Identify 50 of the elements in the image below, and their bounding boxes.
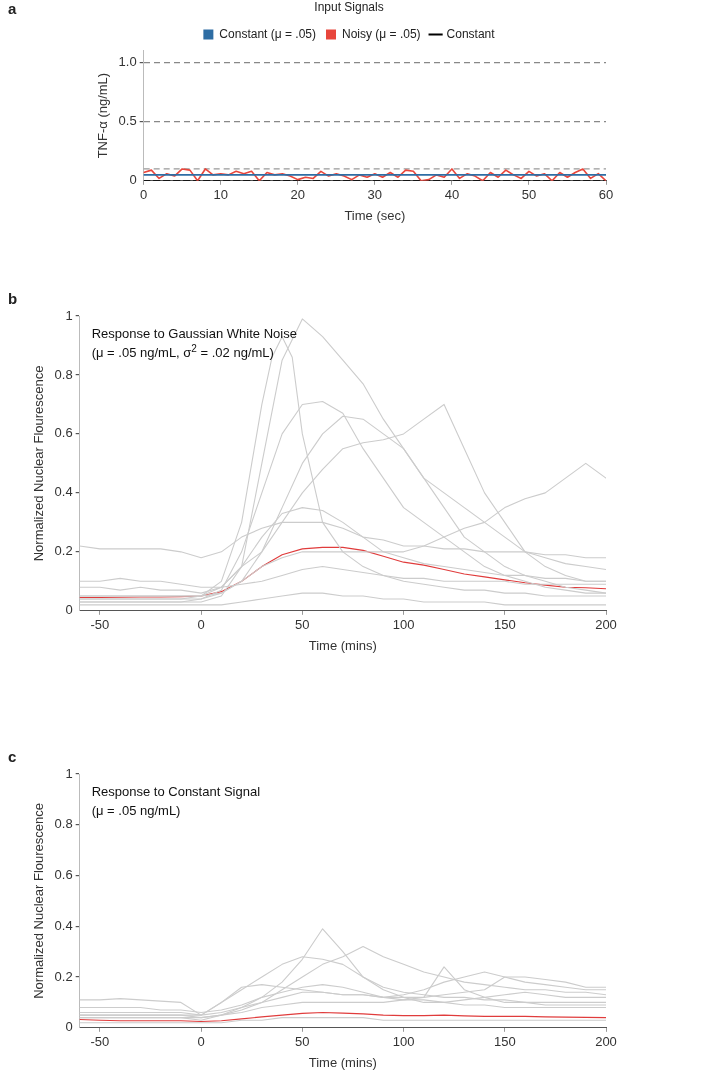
y-tick-label: 0.6 [54, 425, 73, 441]
y-tick-label: 0 [129, 172, 137, 188]
text: a [8, 0, 17, 17]
x-tick-label: 0 [197, 617, 205, 633]
y-tick-label: 0.8 [54, 366, 73, 382]
x-tick-label: 200 [595, 1034, 617, 1050]
annotation: Response to Constant Signal [91, 784, 261, 799]
y-axis-title: TNF-α (ng/mL) [95, 72, 111, 159]
x-tick-label: 0 [140, 187, 148, 203]
x-tick-label: 200 [595, 617, 617, 633]
x-tick-label: 150 [493, 617, 516, 633]
legend-title: Input Signals [314, 0, 384, 15]
x-tick-label: 40 [444, 187, 460, 203]
x-tick-label: 50 [295, 617, 310, 633]
y-tick-label: 0 [65, 1019, 73, 1035]
y-tick-label: 0.5 [118, 113, 137, 129]
y-tick-label: 0.8 [54, 816, 73, 832]
annotation: (μ = .05 ng/mL) [91, 803, 181, 818]
y-axis-title: Normalized Nuclear Flourescence [31, 365, 47, 562]
x-tick-label: 150 [493, 1034, 516, 1050]
x-axis-title: Time (sec) [344, 207, 406, 223]
y-tick-label: 0.4 [54, 484, 73, 500]
text: b [8, 290, 18, 307]
y-tick-label: 1 [65, 307, 73, 323]
x-tick-label: 10 [213, 187, 228, 203]
x-tick-label: 50 [521, 187, 537, 203]
y-axis-title: Normalized Nuclear Flourescence [31, 802, 47, 999]
x-tick-label: 60 [598, 187, 614, 203]
y-tick-label: 0.4 [54, 917, 73, 933]
y-tick-label: 0 [65, 602, 73, 618]
legend-label: Constant (μ = .05) [219, 26, 317, 41]
x-axis-title: Time (mins) [308, 637, 377, 653]
annotation: Response to Gaussian White Noise [91, 326, 297, 341]
x-tick-label: 100 [392, 617, 415, 633]
y-tick-label: 1 [65, 765, 73, 781]
x-tick-label: 0 [197, 1034, 205, 1050]
x-axis-title: Time (mins) [308, 1054, 377, 1070]
x-tick-label: 20 [290, 187, 306, 203]
y-tick-label: 0.2 [54, 968, 73, 984]
y-tick-label: 0.2 [54, 543, 73, 559]
y-tick-label: 1.0 [118, 53, 137, 69]
x-tick-label: -50 [90, 617, 110, 633]
legend-label: Constant [446, 26, 496, 41]
x-tick-label: 100 [392, 1034, 415, 1050]
y-tick-label: 0.6 [54, 867, 73, 883]
x-tick-label: 50 [295, 1034, 310, 1050]
legend-label: Noisy (μ = .05) [342, 26, 421, 41]
text: c [8, 748, 17, 765]
x-tick-label: -50 [90, 1034, 110, 1050]
x-tick-label: 30 [367, 187, 383, 203]
